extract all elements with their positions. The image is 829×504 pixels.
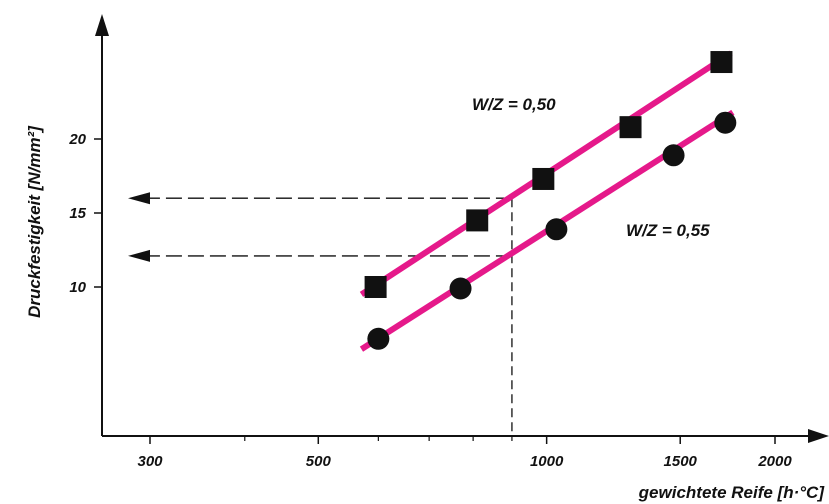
x-tick-label: 1500 xyxy=(664,453,698,470)
annotation-lines xyxy=(128,192,513,436)
circle-point xyxy=(545,218,568,241)
x-axis-arrow xyxy=(808,429,829,443)
circle-point xyxy=(662,144,685,167)
x-tick-label: 2000 xyxy=(757,453,792,470)
square-point xyxy=(619,116,642,139)
y-tick-label: 10 xyxy=(69,279,86,296)
text-labels: gewichtete Reife [h·°C] Druckfestigkeit [… xyxy=(25,95,825,502)
y-axis-arrow xyxy=(95,14,109,36)
dashed-arrow-head xyxy=(128,192,150,205)
square-point xyxy=(532,167,555,190)
data-points xyxy=(364,51,737,350)
square-point xyxy=(364,276,387,298)
x-axis-label: gewichtete Reife [h·°C] xyxy=(638,483,826,502)
circle-point xyxy=(367,327,390,350)
series-label-0-50: W/Z = 0,50 xyxy=(472,95,556,114)
square-point xyxy=(710,51,733,74)
square-point xyxy=(466,209,489,232)
x-tick-label: 300 xyxy=(137,453,163,470)
series-label-0-55: W/Z = 0,55 xyxy=(626,221,710,240)
y-tick-label: 15 xyxy=(69,205,86,222)
y-tick-label: 20 xyxy=(68,131,86,148)
x-tick-label: 500 xyxy=(306,453,332,470)
y-axis-label: Druckfestigkeit [N/mm²] xyxy=(25,125,44,318)
axes: 300 500 1000 1500 2000 10 15 20 xyxy=(68,14,829,470)
circle-point xyxy=(714,111,737,134)
circle-point xyxy=(449,277,472,300)
x-tick-label: 1000 xyxy=(530,453,564,470)
dashed-arrow-head xyxy=(128,249,150,262)
